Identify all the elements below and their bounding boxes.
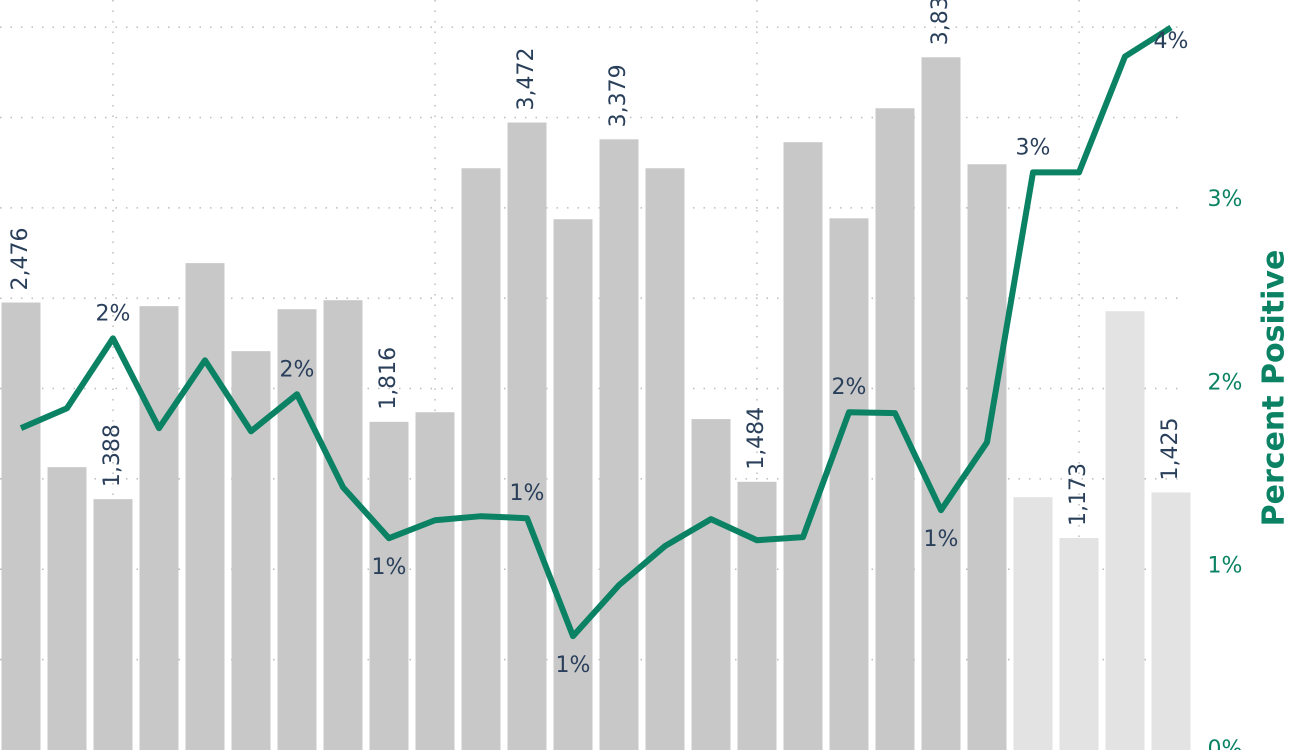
line-value-label: 2% bbox=[832, 375, 867, 400]
bar-value-label: 1,484 bbox=[744, 407, 769, 470]
bar bbox=[415, 412, 455, 750]
line-value-label: 1% bbox=[372, 555, 407, 580]
bar bbox=[277, 309, 317, 750]
line-value-label: 2% bbox=[96, 301, 131, 326]
bar-value-label: 1,816 bbox=[376, 347, 401, 410]
bar-value-label: 1,425 bbox=[1158, 417, 1183, 480]
bar bbox=[553, 219, 593, 750]
bar bbox=[875, 108, 915, 750]
line-value-label: 1% bbox=[556, 653, 591, 678]
bar bbox=[1013, 497, 1053, 750]
line-value-label: 4% bbox=[1154, 29, 1189, 54]
line-value-label: 1% bbox=[510, 481, 545, 506]
bar bbox=[323, 300, 363, 750]
line bbox=[19, 24, 1173, 640]
bar bbox=[369, 421, 409, 750]
bar bbox=[93, 499, 133, 750]
bar-value-label: 3,379 bbox=[606, 64, 631, 127]
bar bbox=[1059, 538, 1099, 750]
bar bbox=[691, 419, 731, 750]
bar bbox=[461, 168, 501, 750]
bar bbox=[599, 139, 639, 750]
bar bbox=[645, 168, 685, 750]
bar bbox=[1151, 492, 1191, 750]
line-value-label: 1% bbox=[924, 527, 959, 552]
y2-tick-label: 3% bbox=[1208, 187, 1243, 212]
bar bbox=[921, 57, 961, 750]
bar bbox=[1105, 311, 1145, 750]
y2-tick-label: 0% bbox=[1208, 737, 1243, 750]
bar-value-label: 3,472 bbox=[514, 48, 539, 111]
bar bbox=[829, 218, 869, 750]
bar-value-label: 3,833 bbox=[928, 0, 953, 45]
bar-value-label: 2,476 bbox=[8, 228, 33, 291]
bar bbox=[737, 481, 777, 750]
y2-axis-title: Percent Positive bbox=[1257, 250, 1292, 527]
bar-value-label: 1,388 bbox=[100, 424, 125, 487]
bar-value-label: 1,173 bbox=[1066, 463, 1091, 526]
y2-tick-label: 2% bbox=[1208, 370, 1243, 395]
bar bbox=[1, 302, 41, 750]
line-value-label: 3% bbox=[1016, 135, 1051, 160]
bar bbox=[507, 122, 547, 750]
bar bbox=[47, 467, 87, 750]
line-value-label: 2% bbox=[280, 357, 315, 382]
y2-tick-label: 1% bbox=[1208, 554, 1243, 579]
bar bbox=[185, 263, 225, 750]
bar bbox=[783, 142, 823, 750]
bar bbox=[139, 306, 179, 750]
